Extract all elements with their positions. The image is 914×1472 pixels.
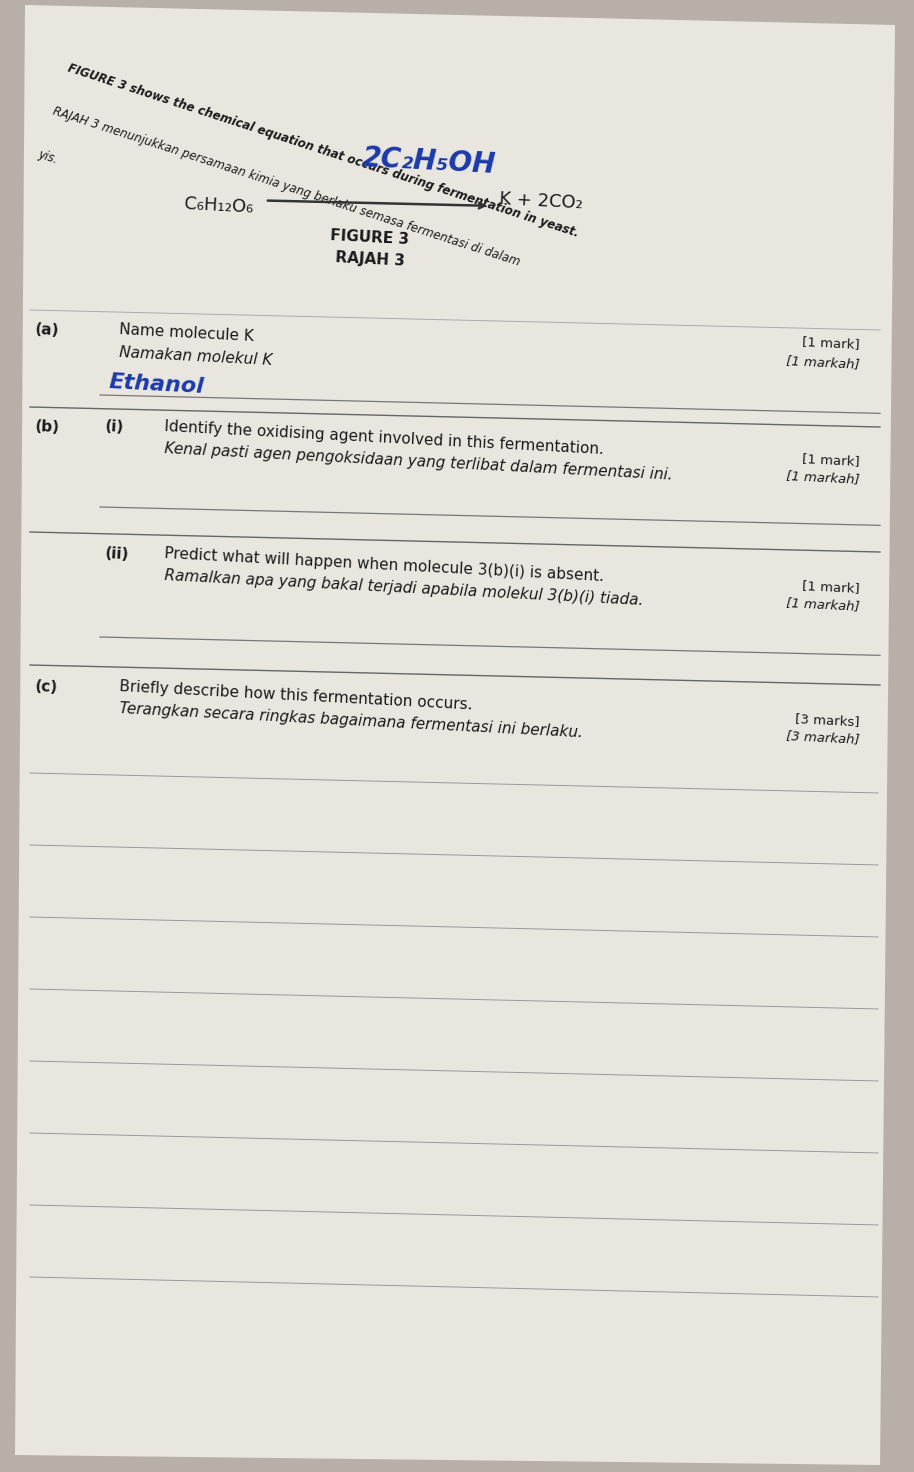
Text: C₆H₁₂O₆: C₆H₁₂O₆ (184, 194, 254, 216)
Text: Kenal pasti agen pengoksidaan yang terlibat dalam fermentasi ini.: Kenal pasti agen pengoksidaan yang terli… (165, 442, 674, 483)
Text: [1 mark]: [1 mark] (802, 336, 860, 350)
Text: Identify the oxidising agent involved in this fermentation.: Identify the oxidising agent involved in… (165, 420, 604, 456)
Text: Ramalkan apa yang bakal terjadi apabila molekul 3(b)(i) tiada.: Ramalkan apa yang bakal terjadi apabila … (165, 568, 644, 608)
Text: RAJAH 3 menunjukkan persamaan kimia yang berlaku semasa fermentasi di dalam: RAJAH 3 menunjukkan persamaan kimia yang… (51, 105, 522, 269)
Text: [1 markah]: [1 markah] (786, 355, 860, 371)
Text: Namakan molekul K: Namakan molekul K (119, 344, 273, 368)
Text: FIGURE 3 shows the chemical equation that occurs during fermentation in yeast.: FIGURE 3 shows the chemical equation tha… (66, 62, 580, 240)
Text: (c): (c) (34, 679, 58, 695)
Text: (a): (a) (34, 322, 59, 339)
Polygon shape (15, 4, 895, 1465)
Text: [3 markah]: [3 markah] (786, 729, 860, 746)
Text: 2C₂H₅OH: 2C₂H₅OH (362, 144, 497, 180)
Text: (b): (b) (34, 420, 59, 436)
Text: Predict what will happen when molecule 3(b)(i) is absent.: Predict what will happen when molecule 3… (165, 546, 604, 584)
Text: Name molecule K: Name molecule K (119, 322, 255, 344)
Text: (i): (i) (104, 420, 124, 434)
Text: FIGURE 3: FIGURE 3 (330, 228, 409, 247)
Text: [1 mark]: [1 mark] (802, 452, 860, 468)
Text: yis.: yis. (36, 149, 59, 166)
Text: [1 markah]: [1 markah] (786, 596, 860, 612)
Text: [3 marks]: [3 marks] (795, 711, 860, 729)
Text: Terangkan secara ringkas bagaimana fermentasi ini berlaku.: Terangkan secara ringkas bagaimana ferme… (119, 701, 583, 740)
Text: K + 2CO₂: K + 2CO₂ (499, 190, 583, 212)
Text: Briefly describe how this fermentation occurs.: Briefly describe how this fermentation o… (119, 679, 473, 712)
Text: (ii): (ii) (104, 546, 129, 562)
Text: RAJAH 3: RAJAH 3 (335, 250, 405, 269)
Text: [1 mark]: [1 mark] (802, 578, 860, 595)
Text: [1 markah]: [1 markah] (786, 470, 860, 486)
Text: Ethanol: Ethanol (108, 372, 205, 397)
